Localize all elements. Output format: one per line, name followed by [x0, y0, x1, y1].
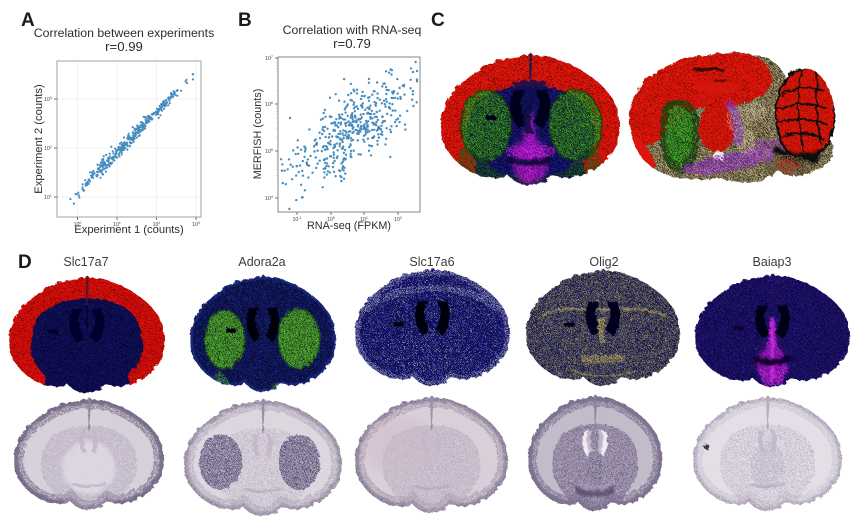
svg-text:101: 101 [113, 221, 121, 228]
svg-text:103: 103 [44, 96, 52, 103]
svg-text:101: 101 [44, 194, 52, 201]
svg-text:Correlation between experiment: Correlation between experiments [34, 26, 214, 40]
svg-text:Baiap3: Baiap3 [753, 255, 792, 269]
svg-text:A: A [21, 10, 35, 31]
svg-text:10-1: 10-1 [293, 216, 302, 223]
svg-text:106: 106 [265, 101, 273, 108]
svg-text:B: B [238, 10, 252, 31]
svg-text:Experiment 2 (counts): Experiment 2 (counts) [33, 84, 45, 194]
svg-text:102: 102 [394, 216, 402, 223]
svg-text:D: D [18, 252, 32, 273]
svg-text:104: 104 [265, 195, 273, 202]
svg-text:105: 105 [265, 148, 273, 155]
svg-text:r=0.79: r=0.79 [333, 36, 371, 51]
svg-text:MERFISH (counts): MERFISH (counts) [252, 89, 264, 180]
svg-text:107: 107 [265, 55, 273, 62]
svg-text:Adora2a: Adora2a [238, 255, 285, 269]
svg-text:102: 102 [153, 221, 161, 228]
svg-text:Olig2: Olig2 [589, 255, 618, 269]
svg-text:102: 102 [44, 145, 52, 152]
svg-text:100: 100 [327, 216, 335, 223]
svg-text:Slc17a7: Slc17a7 [63, 255, 108, 269]
svg-text:r=0.99: r=0.99 [105, 39, 143, 54]
svg-text:Correlation with RNA-seq: Correlation with RNA-seq [283, 23, 422, 37]
svg-text:100: 100 [74, 221, 82, 228]
svg-text:RNA-seq (FPKM): RNA-seq (FPKM) [307, 220, 391, 232]
svg-text:Slc17a6: Slc17a6 [409, 255, 454, 269]
svg-text:103: 103 [192, 221, 200, 228]
svg-text:Experiment 1 (counts): Experiment 1 (counts) [74, 224, 184, 236]
svg-text:101: 101 [360, 216, 368, 223]
svg-text:C: C [431, 10, 445, 31]
